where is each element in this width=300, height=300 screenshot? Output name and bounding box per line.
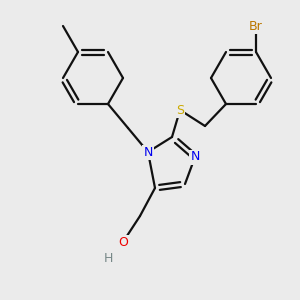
Text: Br: Br [249, 20, 263, 32]
Text: S: S [176, 103, 184, 116]
Text: N: N [190, 151, 200, 164]
Text: H: H [103, 251, 113, 265]
Text: O: O [118, 236, 128, 248]
Text: N: N [143, 146, 153, 158]
